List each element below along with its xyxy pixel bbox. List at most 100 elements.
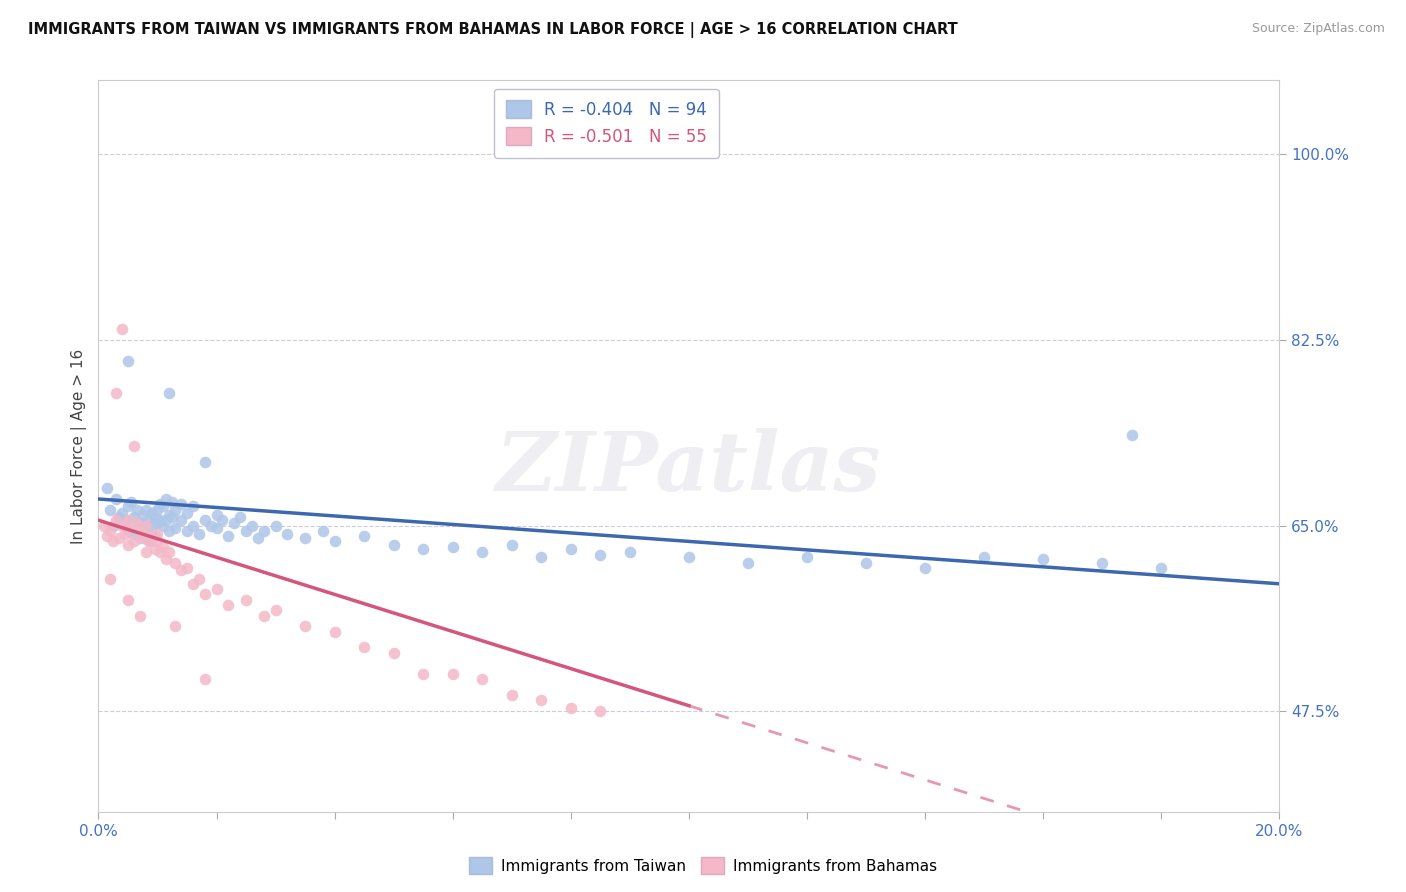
Point [205, 508, 228, 522]
Text: IMMIGRANTS FROM TAIWAN VS IMMIGRANTS FROM BAHAMAS IN LABOR FORCE | AGE > 16 CORR: IMMIGRANTS FROM TAIWAN VS IMMIGRANTS FRO… [28, 22, 957, 38]
Legend: Immigrants from Taiwan, Immigrants from Bahamas: Immigrants from Taiwan, Immigrants from … [463, 851, 943, 880]
Point [138, 534, 160, 549]
Point [205, 582, 228, 596]
Point [187, 527, 209, 541]
Point [181, 500, 204, 514]
Point [264, 603, 287, 617]
Point [217, 598, 239, 612]
Point [194, 455, 217, 469]
Point [120, 495, 142, 509]
Point [152, 518, 174, 533]
Point [152, 540, 174, 554]
Point [412, 667, 434, 681]
Point [143, 510, 166, 524]
Point [170, 497, 193, 511]
Point [105, 491, 128, 506]
Point [122, 439, 145, 453]
Point [165, 556, 187, 570]
Point [240, 518, 263, 533]
Point [117, 524, 139, 538]
Point [1032, 552, 1054, 566]
Point [176, 506, 198, 520]
Point [246, 531, 269, 545]
Point [98, 572, 121, 586]
Point [105, 513, 128, 527]
Point [678, 550, 700, 565]
Point [205, 521, 228, 535]
Point [128, 608, 150, 623]
Point [194, 513, 217, 527]
Point [135, 521, 157, 535]
Point [471, 545, 494, 559]
Point [155, 491, 177, 506]
Point [117, 538, 139, 552]
Point [111, 518, 134, 533]
Point [165, 619, 187, 633]
Point [96, 529, 118, 543]
Point [176, 524, 198, 538]
Point [382, 538, 405, 552]
Point [589, 548, 612, 562]
Point [162, 495, 183, 509]
Point [108, 531, 131, 545]
Point [973, 550, 995, 565]
Point [441, 667, 464, 681]
Point [560, 701, 582, 715]
Point [530, 550, 553, 565]
Point [149, 513, 172, 527]
Point [501, 538, 523, 552]
Legend: R = -0.404   N = 94, R = -0.501   N = 55: R = -0.404 N = 94, R = -0.501 N = 55 [494, 88, 718, 158]
Point [155, 513, 177, 527]
Point [117, 354, 139, 368]
Point [235, 524, 257, 538]
Point [181, 518, 204, 533]
Point [170, 563, 193, 577]
Point [125, 502, 148, 516]
Point [323, 624, 346, 639]
Point [589, 704, 612, 718]
Point [619, 545, 641, 559]
Point [105, 386, 128, 401]
Point [143, 541, 166, 556]
Point [165, 521, 187, 535]
Point [120, 521, 142, 535]
Point [253, 608, 276, 623]
Point [294, 531, 316, 545]
Point [128, 516, 150, 531]
Point [1121, 428, 1143, 442]
Point [914, 561, 936, 575]
Point [157, 545, 180, 559]
Y-axis label: In Labor Force | Age > 16: In Labor Force | Age > 16 [72, 349, 87, 543]
Point [194, 587, 217, 601]
Point [128, 531, 150, 545]
Point [471, 672, 494, 686]
Point [501, 688, 523, 702]
Point [353, 529, 375, 543]
Point [530, 693, 553, 707]
Point [122, 527, 145, 541]
Point [276, 527, 298, 541]
Point [146, 534, 169, 549]
Point [103, 518, 125, 533]
Point [855, 556, 877, 570]
Point [229, 510, 252, 524]
Point [132, 508, 155, 522]
Point [155, 552, 177, 566]
Point [441, 540, 464, 554]
Point [796, 550, 818, 565]
Point [117, 513, 139, 527]
Point [560, 541, 582, 556]
Point [98, 524, 121, 538]
Point [253, 524, 276, 538]
Point [132, 518, 155, 533]
Point [157, 508, 180, 522]
Point [176, 561, 198, 575]
Point [149, 545, 172, 559]
Point [181, 576, 204, 591]
Point [323, 534, 346, 549]
Point [312, 524, 335, 538]
Point [200, 518, 222, 533]
Point [149, 497, 172, 511]
Point [187, 572, 209, 586]
Text: Source: ZipAtlas.com: Source: ZipAtlas.com [1251, 22, 1385, 36]
